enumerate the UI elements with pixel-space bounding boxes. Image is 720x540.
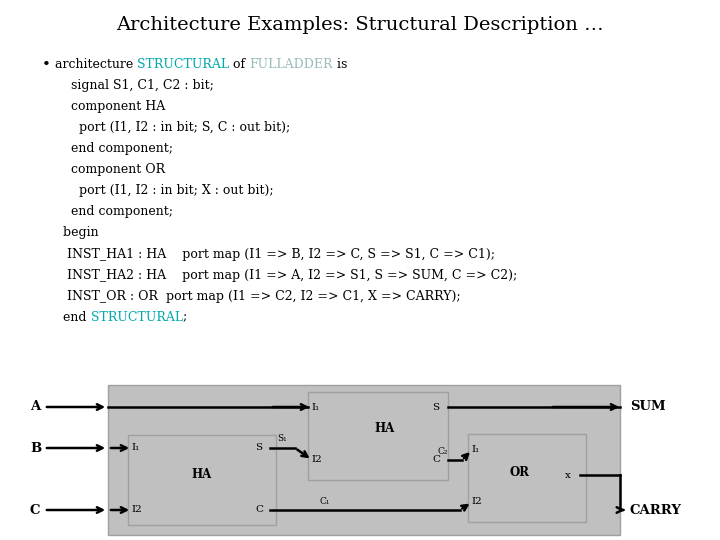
- Text: ;: ;: [183, 310, 187, 323]
- Text: S₁: S₁: [277, 434, 287, 443]
- Text: CARRY: CARRY: [630, 503, 682, 516]
- Text: begin: begin: [55, 226, 99, 239]
- Text: of: of: [230, 58, 250, 71]
- Text: HA: HA: [375, 422, 395, 435]
- Text: S: S: [255, 443, 262, 453]
- Text: FULLADDER: FULLADDER: [250, 58, 333, 71]
- Text: INST_HA2 : HA    port map (I1 => A, I2 => S1, S => SUM, C => C2);: INST_HA2 : HA port map (I1 => A, I2 => S…: [55, 268, 517, 281]
- Bar: [308, 392, 448, 480]
- Text: signal S1, C1, C2 : bit;: signal S1, C1, C2 : bit;: [55, 79, 214, 92]
- Text: I2: I2: [311, 456, 322, 464]
- Text: •: •: [42, 58, 51, 72]
- Text: component OR: component OR: [55, 163, 165, 177]
- Text: S: S: [432, 402, 439, 411]
- Text: C: C: [432, 456, 440, 464]
- Text: x: x: [565, 470, 571, 480]
- Text: HA: HA: [192, 469, 212, 482]
- Text: A: A: [30, 401, 40, 414]
- Text: architecture: architecture: [55, 58, 138, 71]
- Text: I2: I2: [471, 497, 482, 507]
- Text: B: B: [30, 442, 41, 455]
- Text: STRUCTURAL: STRUCTURAL: [91, 310, 183, 323]
- Text: I₁: I₁: [131, 443, 139, 453]
- Bar: [108, 385, 620, 535]
- Text: I2: I2: [131, 505, 142, 515]
- Text: I₁: I₁: [311, 402, 319, 411]
- Text: component HA: component HA: [55, 100, 166, 113]
- Text: end: end: [55, 310, 91, 323]
- Text: Architecture Examples: Structural Description …: Architecture Examples: Structural Descri…: [116, 16, 604, 34]
- Text: port (I1, I2 : in bit; S, C : out bit);: port (I1, I2 : in bit; S, C : out bit);: [55, 122, 290, 134]
- Text: INST_HA1 : HA    port map (I1 => B, I2 => C, S => S1, C => C1);: INST_HA1 : HA port map (I1 => B, I2 => C…: [55, 247, 495, 260]
- Text: C₁: C₁: [320, 497, 330, 506]
- Text: I₁: I₁: [471, 446, 480, 455]
- Text: SUM: SUM: [630, 401, 665, 414]
- Text: end component;: end component;: [55, 143, 173, 156]
- Text: STRUCTURAL: STRUCTURAL: [138, 58, 230, 71]
- Text: OR: OR: [510, 465, 530, 478]
- Text: C: C: [255, 505, 263, 515]
- Text: INST_OR : OR  port map (I1 => C2, I2 => C1, X => CARRY);: INST_OR : OR port map (I1 => C2, I2 => C…: [55, 289, 461, 302]
- Text: end component;: end component;: [55, 205, 173, 218]
- Text: C₂: C₂: [438, 447, 449, 456]
- Text: is: is: [333, 58, 347, 71]
- Text: C: C: [30, 503, 40, 516]
- Bar: [468, 434, 586, 522]
- Text: port (I1, I2 : in bit; X : out bit);: port (I1, I2 : in bit; X : out bit);: [55, 184, 274, 198]
- Bar: [128, 435, 276, 525]
